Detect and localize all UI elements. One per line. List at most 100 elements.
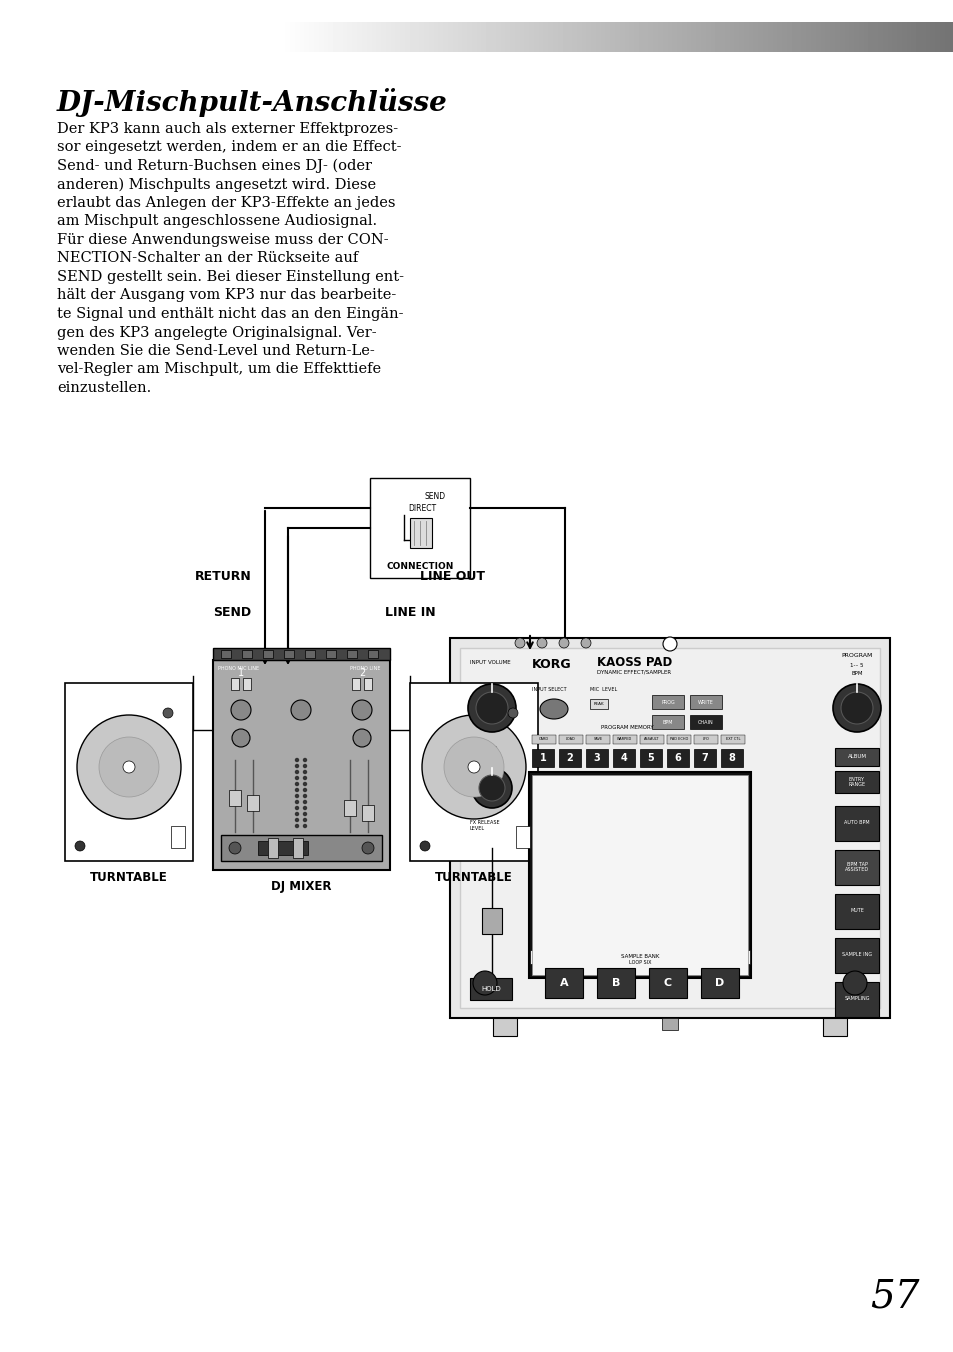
Circle shape (75, 841, 85, 850)
Ellipse shape (539, 699, 567, 719)
Circle shape (472, 768, 512, 808)
Text: 1: 1 (539, 753, 546, 763)
Text: FX DEPTH: FX DEPTH (470, 746, 497, 750)
Bar (242, 650, 252, 658)
Circle shape (295, 758, 298, 761)
Circle shape (421, 715, 525, 819)
Text: A: A (559, 977, 568, 988)
Bar (221, 836, 381, 861)
Bar (834, 850, 878, 886)
Text: sor eingesetzt werden, indem er an die Effect-: sor eingesetzt werden, indem er an die E… (57, 141, 401, 154)
Bar (689, 695, 721, 708)
Circle shape (295, 764, 298, 768)
Bar (352, 677, 359, 690)
Bar (293, 838, 303, 859)
Text: TURNTABLE: TURNTABLE (90, 871, 168, 884)
Bar (257, 841, 308, 854)
Bar (613, 735, 637, 744)
Bar (597, 968, 635, 998)
Text: 7: 7 (700, 753, 708, 763)
Bar (459, 648, 879, 1009)
Bar (834, 748, 878, 767)
Text: HOLD: HOLD (480, 986, 500, 992)
Circle shape (662, 637, 677, 652)
Bar (470, 977, 512, 1000)
Circle shape (507, 708, 517, 718)
Bar (243, 677, 251, 690)
Bar (544, 968, 582, 998)
Bar (231, 677, 239, 690)
Text: C: C (663, 977, 671, 988)
Bar (171, 826, 185, 848)
Circle shape (295, 813, 298, 815)
Bar (822, 1018, 846, 1036)
Circle shape (294, 842, 307, 854)
Text: DJ-Mischpult-Anschlüsse: DJ-Mischpult-Anschlüsse (57, 88, 447, 118)
Text: WRITE: WRITE (698, 699, 713, 704)
Bar (666, 749, 688, 767)
Bar (834, 806, 878, 841)
Circle shape (841, 692, 872, 725)
Circle shape (295, 825, 298, 827)
Bar (364, 677, 372, 690)
Bar (305, 650, 314, 658)
Circle shape (352, 700, 372, 721)
Bar (648, 968, 686, 998)
Text: einzustellen.: einzustellen. (57, 381, 152, 395)
Text: 1-– 5: 1-– 5 (849, 662, 862, 668)
Bar (661, 1018, 678, 1030)
Bar (585, 749, 607, 767)
Text: ASSAULT: ASSAULT (643, 737, 659, 741)
Text: 6: 6 (674, 753, 680, 763)
Text: D: D (715, 977, 724, 988)
Circle shape (537, 638, 546, 648)
Text: MUTE: MUTE (849, 909, 863, 914)
Bar (700, 968, 739, 998)
Circle shape (303, 795, 306, 798)
Text: FX RELEASE
LEVEL: FX RELEASE LEVEL (470, 821, 499, 830)
Circle shape (295, 818, 298, 822)
Text: 2: 2 (358, 668, 365, 677)
Text: LFO: LFO (702, 737, 709, 741)
Text: 3: 3 (593, 753, 599, 763)
Bar (532, 735, 556, 744)
Circle shape (303, 764, 306, 768)
Text: BPM: BPM (850, 671, 862, 676)
Circle shape (353, 729, 371, 748)
Text: KAOSS PAD: KAOSS PAD (597, 656, 672, 669)
Circle shape (473, 971, 497, 995)
Text: PROG: PROG (660, 699, 674, 704)
Text: 8: 8 (728, 753, 735, 763)
Text: 57: 57 (869, 1278, 919, 1315)
Text: PAD ECHO: PAD ECHO (669, 737, 687, 741)
Text: CARD: CARD (538, 737, 549, 741)
Text: TURNTABLE: TURNTABLE (435, 871, 513, 884)
Bar (284, 650, 294, 658)
Bar (347, 650, 356, 658)
Bar (410, 683, 537, 861)
Bar (639, 749, 661, 767)
Text: ALBUM: ALBUM (846, 754, 865, 760)
Text: am Mischpult angeschlossene Audiosignal.: am Mischpult angeschlossene Audiosignal. (57, 215, 376, 228)
Text: 4: 4 (620, 753, 627, 763)
Circle shape (295, 807, 298, 810)
Text: CHAIN: CHAIN (698, 719, 713, 725)
Bar (368, 650, 377, 658)
Circle shape (295, 776, 298, 780)
Text: WARPED: WARPED (617, 737, 632, 741)
Text: PROGRAM: PROGRAM (841, 653, 872, 658)
Text: KORG: KORG (532, 658, 571, 671)
Text: CONNECTION: CONNECTION (386, 562, 454, 571)
Bar (263, 650, 273, 658)
Text: vel-Regler am Mischpult, um die Effekttiefe: vel-Regler am Mischpult, um die Effektti… (57, 362, 381, 376)
Bar (639, 735, 663, 744)
Bar (493, 1018, 517, 1036)
Text: SEND: SEND (424, 492, 445, 502)
Bar (516, 826, 530, 848)
Circle shape (303, 825, 306, 827)
Circle shape (558, 638, 568, 648)
Circle shape (580, 638, 590, 648)
Text: RETURN: RETURN (194, 571, 252, 583)
Bar (370, 479, 470, 579)
Circle shape (303, 800, 306, 803)
